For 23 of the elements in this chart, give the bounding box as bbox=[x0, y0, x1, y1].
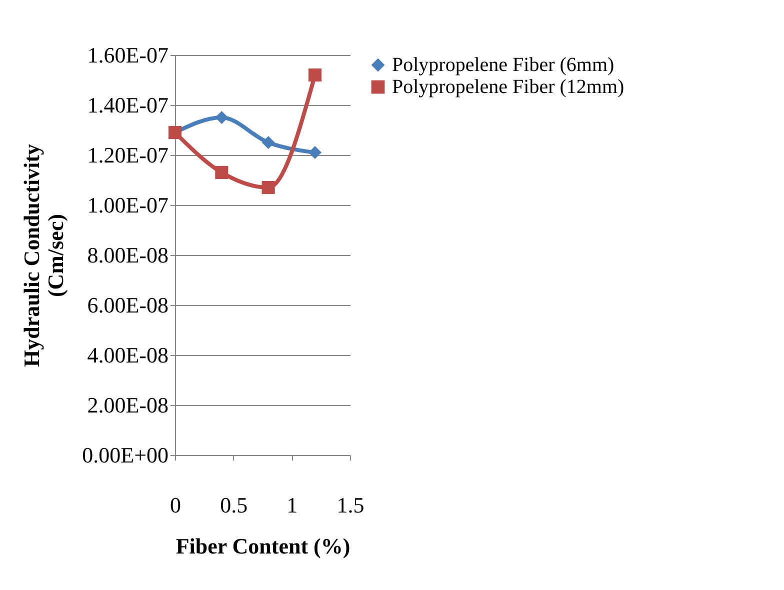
y-axis-title: Hydraulic Conductivity (Cm/sec) bbox=[19, 144, 68, 368]
x-tick-label: 0 bbox=[170, 492, 181, 518]
point bbox=[262, 136, 275, 150]
point bbox=[215, 110, 228, 124]
x-tick-label: 1.5 bbox=[336, 492, 364, 518]
y-tick-label: 8.00E-08 bbox=[87, 242, 168, 268]
x-tick-label: 0.5 bbox=[220, 492, 248, 518]
y-tick-label: 1.00E-07 bbox=[87, 192, 168, 218]
point bbox=[262, 180, 275, 194]
y-tick-label: 6.00E-08 bbox=[87, 292, 168, 318]
legend-label: Polypropelene Fiber (6mm) bbox=[392, 54, 614, 76]
y-tick-label: 1.60E-07 bbox=[87, 42, 168, 68]
x-tick-label: 1 bbox=[286, 492, 298, 518]
point bbox=[308, 146, 322, 160]
y-tick-label: 0.00E+00 bbox=[82, 442, 168, 468]
x-axis-title: Fiber Content (%) bbox=[176, 534, 350, 558]
legend-label: Polypropelene Fiber (12mm) bbox=[392, 76, 624, 98]
y-tick-label: 1.20E-07 bbox=[87, 142, 168, 168]
point bbox=[215, 166, 228, 180]
y-tick-label: 2.00E-08 bbox=[87, 392, 168, 418]
y-tick-label: 4.00E-08 bbox=[87, 342, 168, 368]
point bbox=[308, 68, 322, 82]
y-tick-label: 1.40E-07 bbox=[87, 92, 168, 118]
